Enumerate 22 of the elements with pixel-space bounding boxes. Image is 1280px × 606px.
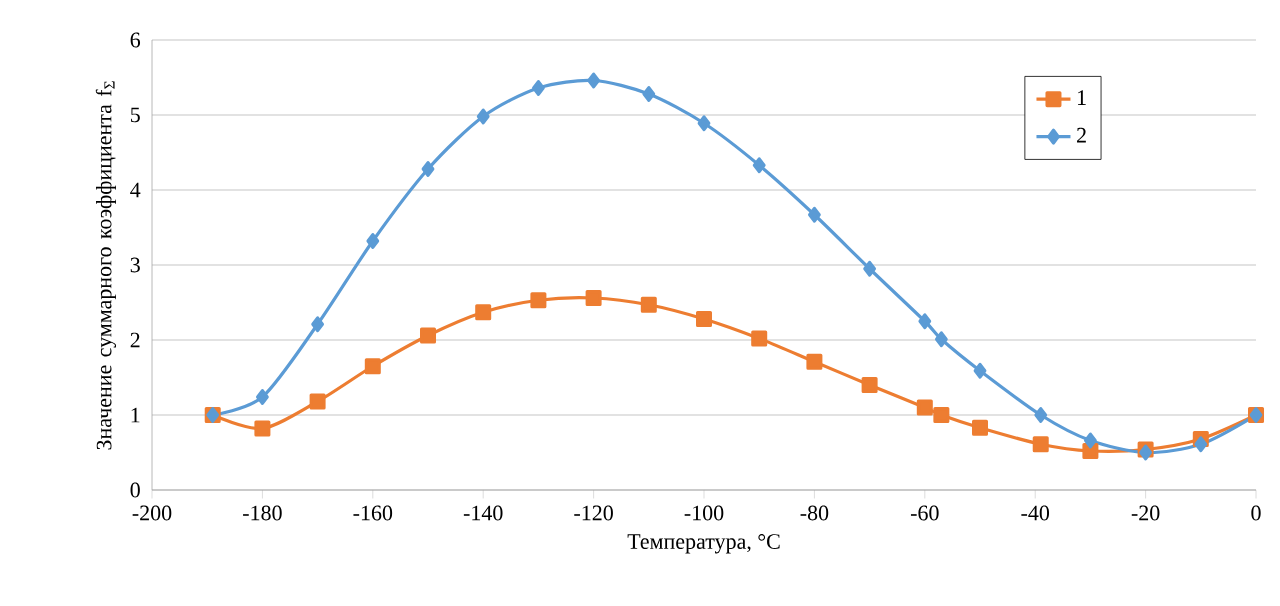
x-tick-label: -180 — [243, 505, 282, 521]
x-tick-label: -20 — [1131, 505, 1160, 521]
x-tick-label: -100 — [684, 505, 724, 521]
y-tick-label: 1 — [131, 407, 140, 423]
x-tick-label: -140 — [463, 505, 503, 521]
y-tick-label: 3 — [130, 257, 140, 273]
y-tick-label: 6 — [130, 32, 141, 48]
x-tick-label: -200 — [132, 505, 172, 521]
x-tick-label: -60 — [910, 505, 939, 521]
legend-label: 2 — [1077, 127, 1086, 143]
y-tick-label: 0 — [130, 482, 140, 498]
y-tick-label: 2 — [130, 332, 140, 348]
x-tick-label: 0 — [1251, 505, 1261, 521]
x-axis-title: Температура, °C — [627, 534, 780, 554]
x-tick-label: -120 — [574, 505, 613, 521]
y-tick-label: 4 — [130, 182, 141, 198]
legend-label: 1 — [1078, 90, 1086, 105]
y-axis-title: Значение суммарного коэффициента f$_{Σ}$ — [95, 81, 117, 450]
x-tick-label: -160 — [353, 505, 393, 521]
x-tick-label: -80 — [800, 505, 829, 521]
y-tick-label: 5 — [130, 107, 140, 123]
x-tick-label: -40 — [1021, 505, 1050, 521]
